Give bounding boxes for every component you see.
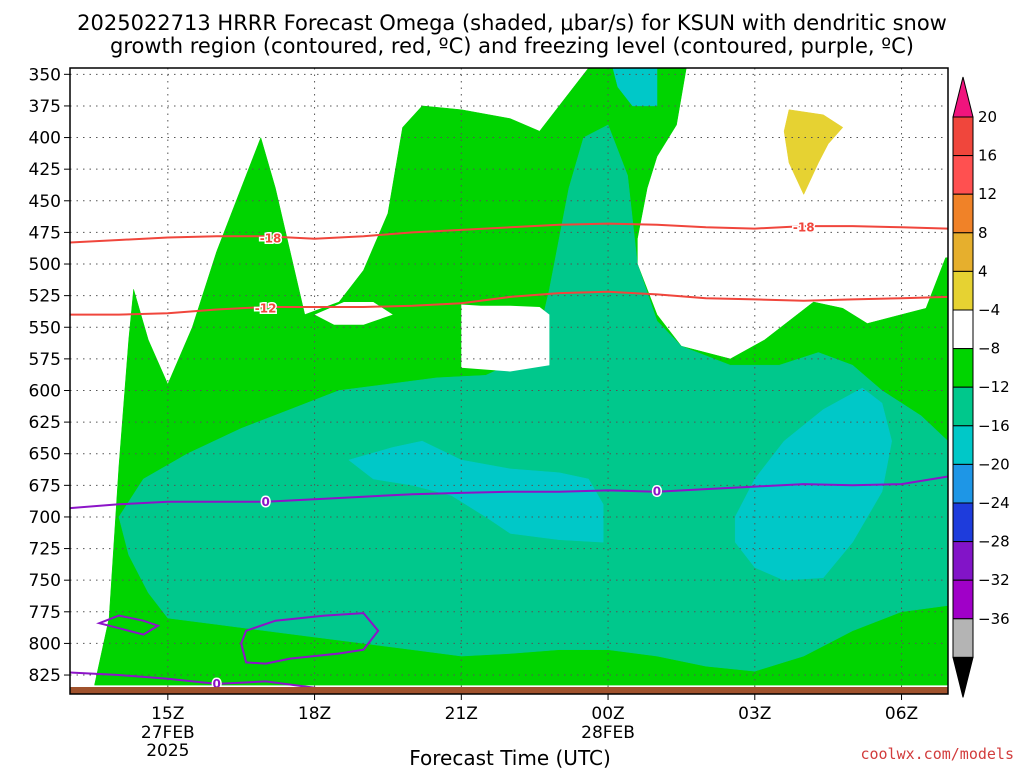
colorbar-band-2	[952, 193, 974, 234]
colorbar-band-13	[952, 618, 974, 658]
contour-line-0	[69, 222, 949, 244]
colorbar-label-5: −4	[978, 301, 1000, 319]
y-tick-label-350: 350	[29, 65, 61, 85]
colorbar-band-1	[952, 155, 974, 195]
y-tick-label-550: 550	[29, 318, 61, 338]
colorbar-band-10	[952, 502, 974, 543]
x-tick-label-18Z: 18Z	[298, 704, 331, 724]
colorbar-bottom-arrow	[952, 656, 974, 698]
x-tick-label-15Z: 15Z	[151, 704, 184, 724]
colorbar-label-8: −16	[978, 417, 1010, 435]
x-tick-label-21Z: 21Z	[445, 704, 478, 724]
colorbar-label-9: −20	[978, 455, 1010, 473]
y-tick-label-375: 375	[29, 97, 61, 117]
colorbar-label-11: −28	[978, 533, 1010, 551]
colorbar-band-12	[952, 579, 974, 620]
y-tick-label-825: 825	[29, 666, 61, 686]
pressure-axis: 350 375 400 425 450 475 500 525 550 575 600 625 650 6…	[29, 65, 70, 686]
x-tick-label-06Z: 06Z	[885, 704, 918, 724]
y-tick-label-450: 450	[29, 192, 61, 212]
colorbar-label-0: 20	[978, 108, 997, 126]
colorbar-band-3	[952, 232, 974, 272]
y-tick-label-675: 675	[29, 476, 61, 496]
colorbar-band-7	[952, 386, 974, 427]
colorbar-label-2: 12	[978, 185, 997, 203]
ground-strip	[70, 687, 948, 694]
colorbar-label-6: −8	[978, 340, 1000, 358]
y-tick-label-700: 700	[29, 508, 61, 528]
shaded-omega-field	[70, 67, 949, 694]
y-tick-label-650: 650	[29, 445, 61, 465]
colorbar-label-12: −32	[978, 571, 1010, 589]
chart-title-line1: 2025022713 HRRR Forecast Omega (shaded, …	[77, 11, 947, 35]
contour-label-0-1: -18	[793, 220, 815, 234]
x-tick-date-00Z: 28FEB	[581, 723, 635, 743]
x-tick-label-00Z: 00Z	[591, 704, 624, 724]
x-axis-label: Forecast Time (UTC)	[409, 746, 611, 768]
y-tick-label-475: 475	[29, 223, 61, 243]
x-tick-date-15Z: 27FEB	[141, 723, 195, 743]
y-tick-label-575: 575	[29, 350, 61, 370]
plot-frame	[69, 67, 949, 695]
colorbar-label-7: −12	[978, 378, 1010, 396]
contour-label-0-0: -18	[260, 232, 282, 246]
y-tick-label-625: 625	[29, 413, 61, 433]
colorbar-label-13: −36	[978, 610, 1010, 628]
y-tick-label-500: 500	[29, 255, 61, 275]
y-tick-label-750: 750	[29, 571, 61, 591]
white-hole-0	[461, 304, 550, 372]
y-tick-label-775: 775	[29, 603, 61, 623]
contour-label-2-1: 0	[653, 485, 661, 499]
y-tick-label-525: 525	[29, 287, 61, 307]
colorbar-band-8	[952, 425, 974, 465]
colorbar-band-6	[952, 348, 974, 388]
colorbar-label-1: 16	[978, 147, 997, 165]
colorbar-band-4	[952, 270, 974, 311]
contour-line-1	[70, 290, 949, 316]
chart-title-line2: growth region (contoured, red, ºC) and f…	[110, 34, 914, 58]
y-tick-label-725: 725	[29, 540, 61, 560]
colorbar-band-9	[952, 463, 974, 504]
colorbar-top-arrow	[952, 76, 974, 118]
colorbar-label-3: 8	[978, 224, 988, 242]
colorbar-band-5	[952, 309, 974, 350]
colorbar: 20 16 12 8 4 −4 −8 −12 −16 −20 −24 −28 −32 −36	[952, 76, 1010, 698]
y-tick-label-400: 400	[29, 129, 61, 149]
colorbar-band-11	[952, 541, 974, 581]
contour-label-2-0: 0	[261, 495, 269, 509]
contour-label-1-0: -12	[255, 301, 277, 315]
contour-line-2	[69, 475, 949, 510]
colorbar-label-4: 4	[978, 262, 988, 280]
omega-region-5	[783, 109, 844, 196]
colorbar-label-10: −24	[978, 494, 1010, 512]
x-tick-year-15Z: 2025	[146, 741, 189, 761]
y-tick-label-425: 425	[29, 160, 61, 180]
y-tick-label-600: 600	[29, 381, 61, 401]
freezing-lower-label: 0	[213, 677, 221, 691]
credit-text: coolwx.com/models	[860, 745, 1014, 763]
freezing-loop-0	[240, 612, 380, 665]
plot-gridlines	[70, 68, 948, 694]
freezing-loop-1	[96, 614, 161, 636]
y-tick-label-800: 800	[29, 634, 61, 654]
x-tick-label-03Z: 03Z	[738, 704, 771, 724]
colorbar-band-0	[952, 116, 974, 157]
